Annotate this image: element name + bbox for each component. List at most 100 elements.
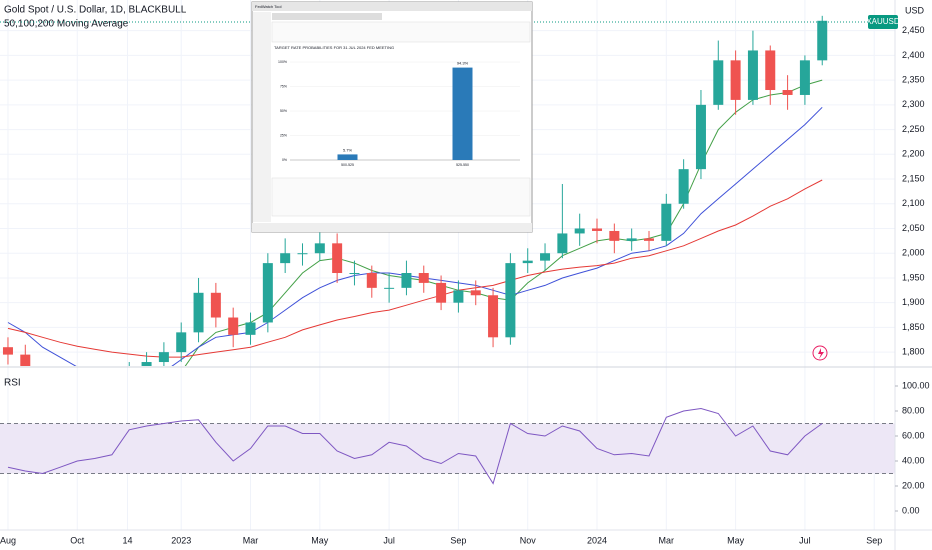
fedwatch-window: FedWatch Tool TARGET RATE PROBABILITIES …	[251, 1, 533, 233]
chart-title: Gold Spot / U.S. Dollar, 1D, BLACKBULL	[4, 5, 187, 16]
candle-body	[158, 352, 169, 363]
y-tick-label: 25%	[280, 133, 287, 137]
candle-body	[713, 60, 724, 105]
symbol-label: XAUUSD	[866, 17, 900, 26]
y-tick-label: 50%	[280, 109, 287, 113]
y-tick-label: 40.00	[902, 455, 925, 465]
candle-body	[678, 169, 689, 204]
x-tick-label: Mar	[659, 535, 675, 545]
indicator-title: 50,100,200 Moving Average	[4, 19, 129, 30]
candle-body	[817, 20, 828, 61]
x-tick-label: Sep	[866, 535, 882, 545]
candle-body	[557, 233, 568, 254]
candle-body	[245, 322, 256, 335]
candle-body	[609, 230, 620, 241]
candle-body	[540, 253, 551, 261]
bar	[337, 154, 358, 160]
candle-body	[193, 292, 204, 333]
candle-body	[505, 263, 516, 338]
y-tick-label: 75%	[280, 84, 287, 88]
candle-body	[210, 292, 221, 318]
x-tick-label: Mar	[243, 535, 259, 545]
probability-table	[271, 177, 531, 217]
candle-body	[332, 243, 343, 274]
moving-average	[7, 106, 823, 366]
rsi-title: RSI	[4, 378, 21, 389]
x-tick-label: 2023	[171, 535, 191, 545]
candle-body	[574, 228, 585, 234]
y-tick-label: 2,100	[902, 198, 925, 208]
candle-body	[176, 332, 187, 353]
rsi-band	[0, 423, 895, 474]
candle-body	[280, 253, 291, 264]
x-tick-label: Nov	[520, 535, 537, 545]
candle-body	[228, 317, 239, 335]
tabs	[272, 13, 382, 20]
candle-body	[436, 282, 447, 303]
x-tick-label: Oct	[70, 535, 85, 545]
candle-body	[592, 228, 603, 231]
y-tick-label: 2,450	[902, 25, 925, 35]
candle-body	[297, 253, 308, 255]
candle-body	[453, 290, 464, 303]
value-label: 94.3%	[457, 61, 469, 66]
y-tick-label: 2,300	[902, 99, 925, 109]
currency: USD	[905, 5, 925, 15]
value-label: 5.7%	[343, 147, 353, 152]
y-tick-label: 100%	[278, 60, 287, 64]
candle-body	[349, 273, 360, 275]
y-tick-label: 1,950	[902, 272, 925, 282]
x-tick-label: 2024	[587, 535, 607, 545]
y-tick-label: 2,000	[902, 248, 925, 258]
y-tick-label: 80.00	[902, 405, 925, 415]
x-tick-label: May	[727, 535, 745, 545]
candle-body	[730, 60, 741, 100]
candle-body	[314, 243, 325, 254]
x-tick-label: 500-525	[341, 163, 354, 167]
candle-body	[401, 273, 412, 288]
window-footer	[252, 223, 532, 232]
candle-body	[626, 238, 637, 241]
x-tick-label: Sep	[450, 535, 466, 545]
y-tick-label: 2,250	[902, 124, 925, 134]
window-titlebar	[252, 2, 532, 11]
candle-body	[782, 90, 793, 95]
candle-body	[141, 362, 152, 366]
price-pane	[2, 15, 828, 366]
candle-body	[522, 260, 533, 264]
y-tick-label: 2,200	[902, 149, 925, 159]
sidebar	[253, 12, 271, 222]
candle-body	[488, 295, 499, 338]
y-tick-label: 100.00	[902, 380, 930, 390]
x-tick-label: Jul	[383, 535, 395, 545]
y-tick-label: 60.00	[902, 430, 925, 440]
event-bolt	[818, 348, 824, 359]
candle-body	[384, 287, 395, 289]
y-tick-label: 2,350	[902, 74, 925, 84]
candle-body	[262, 263, 273, 323]
bar	[452, 67, 473, 160]
window-title: FedWatch Tool	[255, 4, 282, 9]
x-tick-label: 525-550	[456, 163, 469, 167]
y-tick-label: 2,400	[902, 50, 925, 60]
symbol-badge	[868, 15, 898, 29]
candle-body	[2, 347, 13, 355]
event-icon[interactable]	[812, 345, 828, 361]
rsi-pane	[0, 407, 895, 485]
x-tick-label: Jul	[799, 535, 811, 545]
candle-body	[661, 203, 672, 241]
y-tick-label: 0.00	[902, 505, 920, 515]
candle-body	[765, 50, 776, 91]
fed-title: TARGET RATE PROBABILITIES FOR 31 JUL 202…	[274, 45, 394, 50]
candle-body	[418, 273, 429, 283]
y-tick-label: 1,900	[902, 297, 925, 307]
y-tick-label: 2,150	[902, 173, 925, 183]
y-tick-label: 0%	[282, 158, 287, 162]
candle-body	[799, 60, 810, 95]
x-tick-label: May	[311, 535, 329, 545]
candle-body	[695, 104, 706, 170]
y-tick-label: 2,050	[902, 223, 925, 233]
candle-body	[366, 273, 377, 288]
